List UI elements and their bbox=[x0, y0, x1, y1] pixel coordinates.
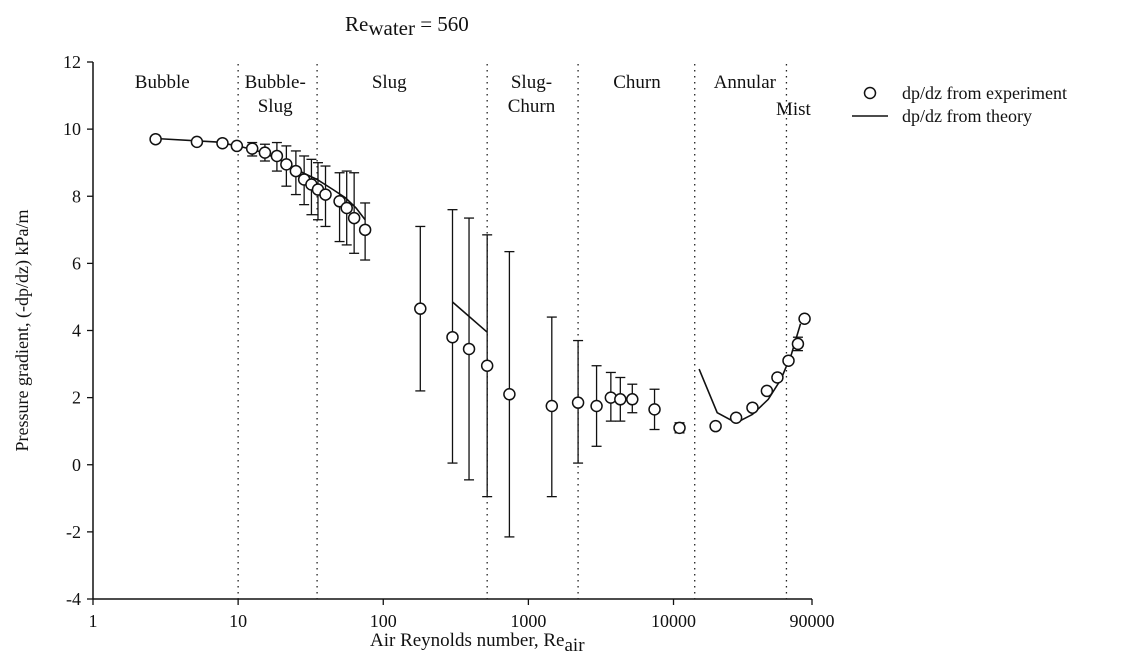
experiment-point bbox=[289, 164, 303, 178]
x-axis-label-main: Air Reynolds number, Re bbox=[370, 630, 565, 651]
y-tick-label: 12 bbox=[63, 52, 81, 72]
experiment-point bbox=[446, 330, 459, 344]
chart-title: Rewater = 560 bbox=[345, 12, 469, 41]
experiment-point bbox=[673, 421, 686, 435]
experiment-point bbox=[358, 223, 372, 237]
regime-label: Churn bbox=[508, 96, 556, 117]
y-tick-label: 0 bbox=[72, 455, 81, 475]
theory-line-segment bbox=[155, 137, 366, 221]
regime-label: Mist bbox=[776, 99, 812, 120]
chart-title-subscript: water bbox=[368, 16, 415, 40]
experiment-point bbox=[270, 149, 284, 163]
x-tick-label: 90000 bbox=[790, 611, 835, 631]
experiment-point bbox=[590, 399, 603, 413]
experiment-point bbox=[462, 342, 476, 356]
experiment-point bbox=[149, 132, 162, 146]
x-tick-label: 10 bbox=[229, 611, 247, 631]
experiment-point bbox=[480, 359, 494, 372]
experiment-point bbox=[760, 384, 774, 398]
experiment-point bbox=[340, 201, 353, 215]
x-axis-label-subscript: air bbox=[564, 635, 585, 656]
experiment-point bbox=[216, 136, 229, 150]
legend-label: dp/dz from theory bbox=[902, 106, 1032, 126]
x-axis-label: Air Reynolds number, Reair bbox=[370, 630, 585, 657]
regime-label: Bubble bbox=[135, 72, 190, 93]
experiment-point bbox=[709, 419, 722, 433]
y-tick-label: 10 bbox=[63, 119, 81, 139]
experiment-point bbox=[545, 399, 559, 413]
experiment-point bbox=[571, 396, 585, 409]
x-tick-label: 1000 bbox=[510, 611, 546, 631]
theory-line-segment bbox=[451, 301, 488, 333]
legend-label: dp/dz from experiment bbox=[902, 83, 1067, 103]
experiment-point bbox=[503, 388, 516, 401]
y-tick-label: -4 bbox=[66, 589, 81, 609]
experiment-point bbox=[771, 371, 784, 384]
experiment-point bbox=[791, 337, 805, 351]
regime-label: Slug- bbox=[511, 72, 552, 93]
y-tick-label: 2 bbox=[72, 388, 81, 408]
x-tick-label: 10000 bbox=[651, 611, 696, 631]
experiment-point bbox=[782, 354, 795, 367]
experiment-point bbox=[280, 158, 293, 171]
experiment-point bbox=[230, 139, 244, 153]
experiment-point bbox=[414, 302, 427, 315]
chart-title-suffix: = 560 bbox=[414, 12, 469, 36]
x-tick-label: 100 bbox=[370, 611, 397, 631]
experiment-point bbox=[648, 403, 661, 416]
experiment-point bbox=[258, 146, 272, 159]
x-tick-label: 1 bbox=[89, 611, 98, 631]
experiment-point bbox=[347, 211, 361, 225]
legend-marker-circle bbox=[863, 86, 877, 100]
experiment-point bbox=[319, 188, 332, 201]
y-tick-label: 4 bbox=[72, 321, 81, 341]
y-axis-label: Pressure gradient, (-dp/dz) kPa/m bbox=[12, 210, 33, 452]
experiment-point bbox=[190, 135, 204, 149]
y-tick-label: 8 bbox=[72, 186, 81, 206]
chart-title-main: Re bbox=[345, 12, 369, 36]
experiment-point bbox=[245, 142, 259, 155]
regime-label: Churn bbox=[613, 72, 661, 93]
regime-label: Slug bbox=[372, 72, 407, 93]
regime-label: Slug bbox=[258, 96, 293, 117]
experiment-point bbox=[614, 393, 627, 406]
experiment-point bbox=[626, 393, 639, 406]
experiment-point bbox=[798, 312, 811, 326]
regime-label: Bubble- bbox=[245, 72, 306, 93]
regime-label: Annular bbox=[714, 72, 777, 93]
y-tick-label: 6 bbox=[72, 253, 81, 273]
experiment-point bbox=[729, 411, 743, 425]
experiment-point bbox=[746, 401, 759, 414]
y-tick-label: -2 bbox=[66, 522, 81, 542]
